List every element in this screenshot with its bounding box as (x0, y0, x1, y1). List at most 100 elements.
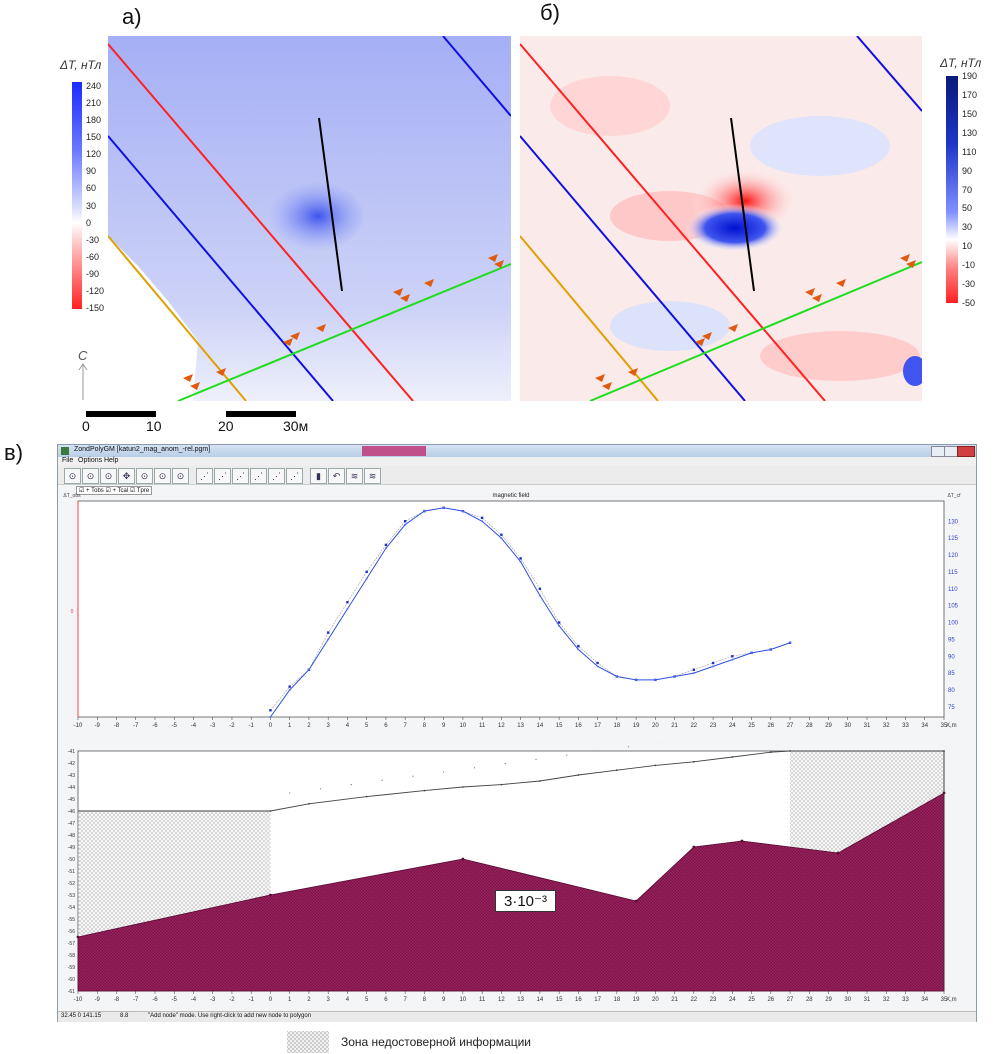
calculated-point (519, 560, 522, 563)
right-axis-tick: 105 (948, 604, 959, 610)
calculated-point (712, 665, 715, 668)
x-tick-label: -4 (191, 997, 197, 1003)
x-tick-label: 34 (921, 997, 928, 1003)
right-axis-tick: 85 (948, 671, 955, 677)
chart-title: magnetic field (492, 493, 529, 499)
observed-point (731, 655, 734, 658)
magnetic-field-chart: magnetic fieldΔT_obs0ΔT_cf75808590951001… (63, 493, 961, 729)
calc-icon[interactable]: ≋ (346, 468, 363, 484)
scale-a-tick: 0 (86, 217, 92, 228)
calc-icon[interactable]: ≋ (364, 468, 381, 484)
observation-point (627, 746, 629, 748)
surface-node (500, 783, 503, 786)
x-tick-label: 9 (442, 997, 446, 1003)
depth-tick-label: -60 (68, 977, 75, 983)
surface-node (269, 810, 272, 812)
zondpolygm-window: ZondPolyGM [katun2_mag_anom_-rel.pgm] Fi… (57, 444, 977, 1022)
zoom-icon[interactable]: ⊙ (64, 468, 81, 484)
susceptibility-label: 3·10⁻³ (495, 890, 556, 912)
node-icon[interactable]: ⋰ (214, 468, 231, 484)
map-b (520, 36, 922, 401)
node-icon[interactable]: ⋰ (286, 468, 303, 484)
x-tick-label: 9 (442, 723, 446, 729)
node-icon[interactable]: ⋰ (232, 468, 249, 484)
calculated-point (404, 523, 407, 526)
maximize-button[interactable] (944, 446, 958, 457)
map-a-markers (183, 254, 504, 390)
x-tick-label: 30 (844, 723, 851, 729)
depth-tick-label: -45 (68, 797, 75, 803)
node-icon[interactable]: ⋰ (250, 468, 267, 484)
depth-tick-label: -51 (68, 869, 75, 875)
calculated-point (442, 506, 445, 509)
scale-a-tick: 150 (86, 132, 102, 143)
scalebar-segment-2 (226, 411, 296, 417)
map-b-markers (595, 254, 916, 390)
x-tick-label: -1 (249, 997, 255, 1003)
x-tick-label: 20 (652, 723, 659, 729)
series-checkboxes[interactable]: ☑ + Tobs ☑ + Tcal ☑ Tpre (76, 486, 153, 495)
x-tick-label: 31 (864, 723, 871, 729)
calculated-point (769, 648, 772, 651)
scale-b-tick: 30 (962, 222, 973, 233)
x-tick-label: 3 (327, 997, 331, 1003)
x-tick-label: 27 (787, 723, 794, 729)
zoom-icon[interactable]: ⊙ (82, 468, 99, 484)
observed-line (270, 507, 791, 711)
x-tick-label: 32 (883, 723, 890, 729)
minimize-button[interactable] (931, 446, 945, 457)
zoom-icon[interactable]: ⊙ (172, 468, 189, 484)
close-button[interactable] (957, 446, 975, 457)
right-axis-tick: 130 (948, 519, 959, 525)
calculated-point (731, 658, 734, 661)
scale-a-bar (72, 82, 82, 309)
section-chart: -41-42-43-44-45-46-47-48-49-50-51-52-53-… (68, 743, 957, 1003)
menu-options[interactable]: Options (78, 457, 103, 464)
zoom-icon[interactable]: ⊙ (136, 468, 153, 484)
menu-file[interactable]: File (62, 457, 74, 464)
observed-point (577, 644, 580, 648)
observation-point (412, 775, 414, 777)
x-tick-label: 10 (460, 997, 467, 1003)
move-icon[interactable]: ✥ (118, 468, 135, 484)
node-icon[interactable]: ⋰ (268, 468, 285, 484)
observation-point (535, 758, 537, 760)
toolbar: ⊙ ⊙ ⊙ ✥ ⊙ ⊙ ⊙ ⋰ ⋰ ⋰ ⋰ ⋰ ⋰ ▮ ↶ ≋ ≋ (58, 466, 976, 485)
save-icon[interactable]: ▮ (310, 468, 327, 484)
surface-node (365, 795, 368, 798)
scale-b-bar (946, 76, 958, 303)
zoom-icon[interactable]: ⊙ (154, 468, 171, 484)
right-axis-tick: 115 (948, 570, 958, 576)
scale-b-tick: 50 (962, 203, 973, 214)
x-tick-label: 4 (346, 723, 350, 729)
x-tick-label: 21 (671, 723, 678, 729)
x-tick-label: 26 (767, 997, 774, 1003)
menu-help[interactable]: Help (104, 457, 119, 464)
observed-point (384, 543, 388, 547)
scale-b-tick: -10 (962, 260, 976, 271)
scale-a-tick: 90 (86, 166, 97, 177)
x-tick-label: 12 (498, 997, 505, 1003)
body-node (740, 839, 744, 843)
x-tick-label: -3 (210, 997, 216, 1003)
node-icon[interactable]: ⋰ (196, 468, 213, 484)
surface-line (78, 750, 944, 812)
x-tick-label: 35 (941, 997, 948, 1003)
x-tick-label: 1 (288, 723, 292, 729)
legend-swatch (287, 1031, 329, 1053)
status-message: "Add node" mode. Use right-click to add … (148, 1013, 312, 1019)
map-a-anomaly (263, 181, 363, 251)
taskbar-tab[interactable] (362, 446, 426, 456)
x-tick-label: 8 (423, 997, 427, 1003)
map-a-blue-line (108, 135, 334, 401)
x-axis-unit: X,m (946, 997, 957, 1003)
undo-icon[interactable]: ↶ (328, 468, 345, 484)
x-axis-unit: X,m (946, 723, 957, 729)
calculated-point (500, 537, 503, 540)
zoom-icon[interactable]: ⊙ (100, 468, 117, 484)
calculated-point (288, 689, 291, 691)
surface-node (308, 802, 310, 805)
x-tick-label: 26 (767, 723, 774, 729)
observation-point (289, 792, 291, 794)
surface-node (731, 756, 734, 758)
